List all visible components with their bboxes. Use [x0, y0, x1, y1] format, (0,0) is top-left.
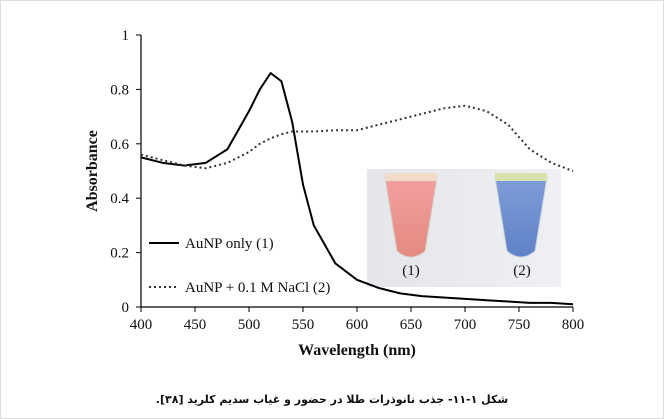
legend-label: AuNP only (1): [185, 236, 274, 252]
inset-label: (2): [513, 263, 531, 279]
x-tick-label: 650: [400, 317, 423, 333]
y-tick-label: 0.4: [110, 191, 129, 207]
x-tick-label: 400: [130, 317, 153, 333]
y-tick-label: 0.6: [110, 137, 129, 153]
x-tick-label: 600: [346, 317, 369, 333]
x-tick-label: 750: [508, 317, 531, 333]
y-tick-label: 1: [122, 28, 130, 44]
inset-label: (1): [402, 263, 420, 279]
x-axis-title: Wavelength (nm): [298, 342, 416, 359]
x-tick-label: 450: [184, 317, 207, 333]
y-tick-label: 0.2: [110, 246, 129, 262]
series-line: [140, 72, 574, 306]
x-tick-label: 700: [454, 317, 477, 333]
caption: شکل ۱-۱۱- جذب نانوذرات طلا در حضور و غیا…: [156, 393, 508, 406]
x-tick-label: 500: [238, 317, 261, 333]
legend-label: AuNP + 0.1 M NaCl (2): [185, 280, 330, 296]
y-tick-label: 0: [122, 300, 130, 316]
x-tick-label: 550: [292, 317, 315, 333]
x-tick-label: 800: [562, 317, 585, 333]
inset-photo: [367, 169, 561, 287]
y-axis-title: Absorbance: [84, 130, 101, 212]
series-line: [140, 104, 574, 172]
y-tick-label: 0.8: [110, 82, 129, 98]
